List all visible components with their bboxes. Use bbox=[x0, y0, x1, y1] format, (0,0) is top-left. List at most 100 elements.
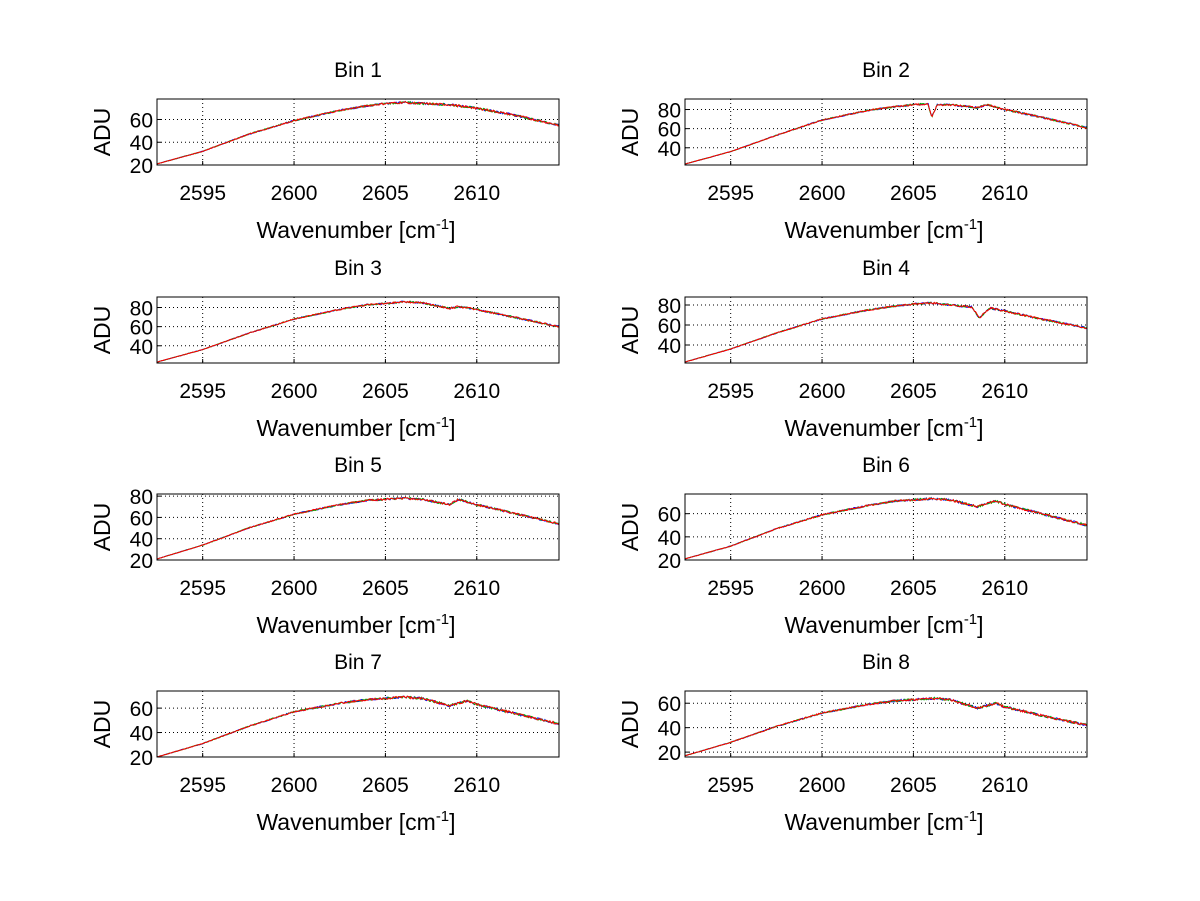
y-tick-label: 60 bbox=[130, 109, 153, 132]
x-tick-label: 2600 bbox=[799, 380, 846, 403]
y-axis-label: ADU bbox=[89, 108, 115, 157]
y-tick-label: 40 bbox=[658, 718, 681, 741]
x-axis-label: Wavenumber [cm-1] bbox=[784, 414, 983, 441]
x-tick-label: 2595 bbox=[707, 774, 754, 797]
y-tick-label: 60 bbox=[658, 315, 681, 338]
y-tick-label: 60 bbox=[658, 119, 681, 142]
x-tick-label: 2605 bbox=[362, 380, 409, 403]
y-tick-label: 60 bbox=[658, 693, 681, 716]
plot-frame bbox=[684, 98, 1088, 166]
y-tick-label: 60 bbox=[130, 507, 153, 530]
x-tick-label: 2605 bbox=[890, 577, 937, 600]
plot-frame bbox=[156, 296, 560, 364]
x-tick-label: 2610 bbox=[981, 774, 1028, 797]
spectrum-line-1 bbox=[684, 301, 1088, 363]
spectrum-line-3 bbox=[157, 497, 560, 560]
y-tick-label: 40 bbox=[130, 529, 153, 552]
spectrum-line-3 bbox=[156, 100, 560, 165]
spectrum-line-2 bbox=[156, 100, 560, 165]
spectrum-line-3 bbox=[156, 695, 560, 758]
x-axis-label: Wavenumber [cm-1] bbox=[784, 611, 983, 638]
spectrum-line-1 bbox=[684, 696, 1088, 757]
x-tick-label: 2610 bbox=[981, 380, 1028, 403]
panel-title: Bin 2 bbox=[862, 59, 910, 82]
x-tick-label: 2600 bbox=[799, 182, 846, 205]
spectrum-line-2 bbox=[684, 102, 1088, 165]
plot-frame bbox=[156, 493, 560, 561]
x-tick-label: 2605 bbox=[890, 380, 937, 403]
x-tick-label: 2600 bbox=[271, 577, 318, 600]
y-tick-label: 40 bbox=[130, 723, 153, 746]
y-tick-label: 20 bbox=[658, 550, 681, 573]
x-axis-label: Wavenumber [cm-1] bbox=[784, 216, 983, 243]
spectrum-line-2 bbox=[156, 695, 560, 758]
x-axis-label: Wavenumber [cm-1] bbox=[256, 808, 455, 835]
x-tick-label: 2600 bbox=[799, 577, 846, 600]
spectrum-line-3 bbox=[684, 301, 1088, 363]
x-tick-label: 2610 bbox=[981, 182, 1028, 205]
spectrum-line-1 bbox=[156, 100, 560, 165]
x-axis-label: Wavenumber [cm-1] bbox=[256, 216, 455, 243]
x-tick-label: 2605 bbox=[890, 182, 937, 205]
x-tick-label: 2595 bbox=[179, 774, 226, 797]
x-tick-label: 2595 bbox=[707, 182, 754, 205]
plot-frame bbox=[156, 98, 560, 166]
y-tick-label: 40 bbox=[130, 132, 153, 155]
panel-title: Bin 5 bbox=[334, 454, 382, 477]
y-axis-label: ADU bbox=[89, 503, 115, 552]
x-tick-label: 2595 bbox=[707, 380, 754, 403]
plot-frame bbox=[156, 690, 560, 758]
x-tick-label: 2605 bbox=[890, 774, 937, 797]
panel-title: Bin 1 bbox=[334, 59, 382, 82]
spectrum-line-3 bbox=[684, 102, 1088, 165]
y-tick-label: 20 bbox=[658, 742, 681, 765]
panel-title: Bin 6 bbox=[862, 454, 910, 477]
panel-title: Bin 8 bbox=[862, 651, 910, 674]
spectrum-line-3 bbox=[156, 300, 560, 363]
x-axis-label: Wavenumber [cm-1] bbox=[256, 611, 455, 638]
y-tick-label: 60 bbox=[658, 504, 681, 527]
y-axis-label: ADU bbox=[89, 700, 115, 749]
x-tick-label: 2595 bbox=[179, 182, 226, 205]
panel-title: Bin 4 bbox=[862, 257, 910, 280]
x-tick-label: 2610 bbox=[981, 577, 1028, 600]
y-tick-label: 20 bbox=[130, 155, 153, 178]
y-tick-label: 80 bbox=[658, 295, 681, 318]
x-tick-label: 2595 bbox=[179, 380, 226, 403]
x-tick-label: 2595 bbox=[707, 577, 754, 600]
y-axis-label: ADU bbox=[617, 306, 643, 355]
panel-title: Bin 3 bbox=[334, 257, 382, 280]
y-tick-label: 20 bbox=[130, 747, 153, 770]
y-tick-label: 60 bbox=[130, 317, 153, 340]
y-axis-label: ADU bbox=[617, 503, 643, 552]
y-tick-label: 20 bbox=[130, 550, 153, 573]
spectrum-line-1 bbox=[156, 496, 560, 560]
x-tick-label: 2610 bbox=[453, 182, 500, 205]
y-tick-label: 40 bbox=[658, 335, 681, 358]
y-tick-label: 80 bbox=[130, 486, 153, 509]
y-tick-label: 40 bbox=[658, 138, 681, 161]
y-axis-label: ADU bbox=[89, 306, 115, 355]
y-tick-label: 60 bbox=[130, 698, 153, 721]
x-tick-label: 2595 bbox=[179, 577, 226, 600]
plot-frame bbox=[684, 690, 1088, 758]
x-axis-label: Wavenumber [cm-1] bbox=[784, 808, 983, 835]
spectrum-line-2 bbox=[684, 497, 1088, 560]
spectrum-line-2 bbox=[156, 300, 560, 363]
spectrum-line-3 bbox=[684, 497, 1088, 560]
spectrum-line-3 bbox=[684, 697, 1088, 757]
spectrum-line-1 bbox=[156, 300, 560, 363]
y-tick-label: 80 bbox=[658, 100, 681, 123]
y-axis-label: ADU bbox=[617, 700, 643, 749]
spectrum-line-1 bbox=[156, 695, 560, 758]
x-axis-label: Wavenumber [cm-1] bbox=[256, 414, 455, 441]
